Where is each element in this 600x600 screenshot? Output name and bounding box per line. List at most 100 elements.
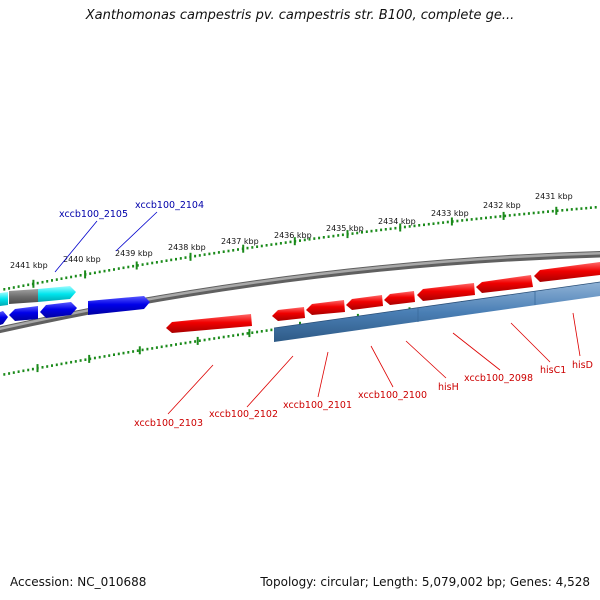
minor-tick [160,345,163,349]
minor-tick [8,372,11,375]
gene-block-cyan-left[interactable] [0,292,8,306]
major-tick [399,223,402,232]
gene-label-hisD[interactable]: hisD [572,360,593,371]
minor-tick [337,234,340,237]
minor-tick [108,269,111,272]
minor-tick [494,215,497,219]
gene-arrow-xccb100_2098[interactable] [417,283,475,301]
minor-tick [580,207,583,210]
minor-tick [542,210,545,214]
minor-tick [65,276,68,280]
minor-tick [89,272,92,275]
forward-strand-genes [166,262,600,333]
gene-arrow-xccb100_2105[interactable] [38,286,76,302]
minor-tick [518,213,521,216]
minor-tick [251,246,254,249]
gene-arrow-xccb100_2100[interactable] [346,295,383,310]
minor-tick [361,231,363,234]
gene-arrow-hisH[interactable] [384,291,415,305]
genome-summary-text: Topology: circular; Length: 5,079,002 bp… [260,575,590,589]
gene-label-xccb100_2104[interactable]: xccb100_2104 [135,200,204,211]
minor-tick [165,344,168,348]
minor-tick [504,214,507,218]
minor-tick [499,215,502,218]
minor-tick [136,349,139,352]
minor-tick [122,266,125,270]
minor-tick [60,362,63,366]
highlight-band [273,281,600,342]
gene-label-xccb100_2098[interactable]: xccb100_2098 [464,373,533,384]
minor-tick [213,251,216,255]
gene-arrow-xccb100_2103[interactable] [166,314,252,333]
minor-tick [70,360,73,364]
major-tick [135,261,138,270]
minor-tick [375,229,378,232]
minor-tick [423,223,425,227]
minor-tick [427,222,430,226]
minor-tick [532,211,535,215]
gene-arrow-hisC1[interactable] [476,275,533,293]
minor-tick [570,208,573,211]
minor-tick [3,288,6,291]
minor-tick [575,207,578,211]
gene-label-xccb100_2100[interactable]: xccb100_2100 [358,390,427,401]
minor-tick [308,238,311,241]
minor-tick [46,280,49,283]
major-tick [555,206,558,215]
minor-tick [394,226,397,230]
minor-tick [456,219,459,223]
minor-tick [151,261,154,265]
minor-tick [566,208,569,212]
minor-tick [442,221,445,224]
minor-tick [299,239,301,242]
minor-tick [260,244,263,248]
minor-tick [17,370,20,373]
gene-arrow-xccb100_2104[interactable] [88,296,150,315]
gene-label-xccb100_2102[interactable]: xccb100_2102 [209,409,278,420]
backbone-arc [0,251,600,334]
minor-tick [184,256,187,259]
gene-label-xccb100_2103[interactable]: xccb100_2103 [134,418,203,429]
minor-tick [203,338,206,342]
gene-arrow-reverse-b[interactable] [9,306,38,321]
kbp-tick-label: 2439 kbp [115,249,153,258]
minor-tick [432,222,435,225]
gene-arrow-xccb100_2101[interactable] [306,300,345,315]
gene-arrow-xccb100_2102[interactable] [272,307,305,321]
minor-tick [356,231,359,235]
minor-tick [141,263,144,266]
gene-arrow-reverse-c[interactable] [40,302,77,318]
minor-tick [146,262,149,266]
gene-label-hisH[interactable]: hisH [438,382,459,393]
minor-tick [113,353,115,356]
map-title: Xanthomonas campestris pv. campestris st… [85,8,515,23]
minor-tick [79,359,82,362]
minor-tick [351,232,354,235]
gene-label-xccb100_2101[interactable]: xccb100_2101 [283,400,352,411]
minor-tick [217,251,220,254]
minor-tick [332,234,335,238]
major-tick [32,279,35,288]
minor-tick [60,277,63,280]
gene-arrow-reverse-a[interactable] [0,311,8,325]
gene-label-xccb100_2105[interactable]: xccb100_2105 [59,209,128,220]
minor-tick [127,265,130,269]
major-tick [196,336,199,345]
minor-tick [208,252,211,256]
major-tick [502,211,505,220]
minor-tick [246,246,249,250]
gene-block-gray[interactable] [9,289,38,304]
minor-tick [527,212,530,215]
minor-tick [232,249,235,252]
minor-tick [22,284,25,287]
minor-tick [217,336,220,340]
gene-arrow-hisD[interactable] [534,262,600,282]
minor-tick [365,230,368,233]
minor-tick [46,365,49,368]
minor-tick [41,280,44,284]
minor-tick [313,237,316,240]
minor-tick [537,211,540,214]
gene-label-hisC1[interactable]: hisC1 [540,365,566,376]
minor-tick [22,369,25,373]
